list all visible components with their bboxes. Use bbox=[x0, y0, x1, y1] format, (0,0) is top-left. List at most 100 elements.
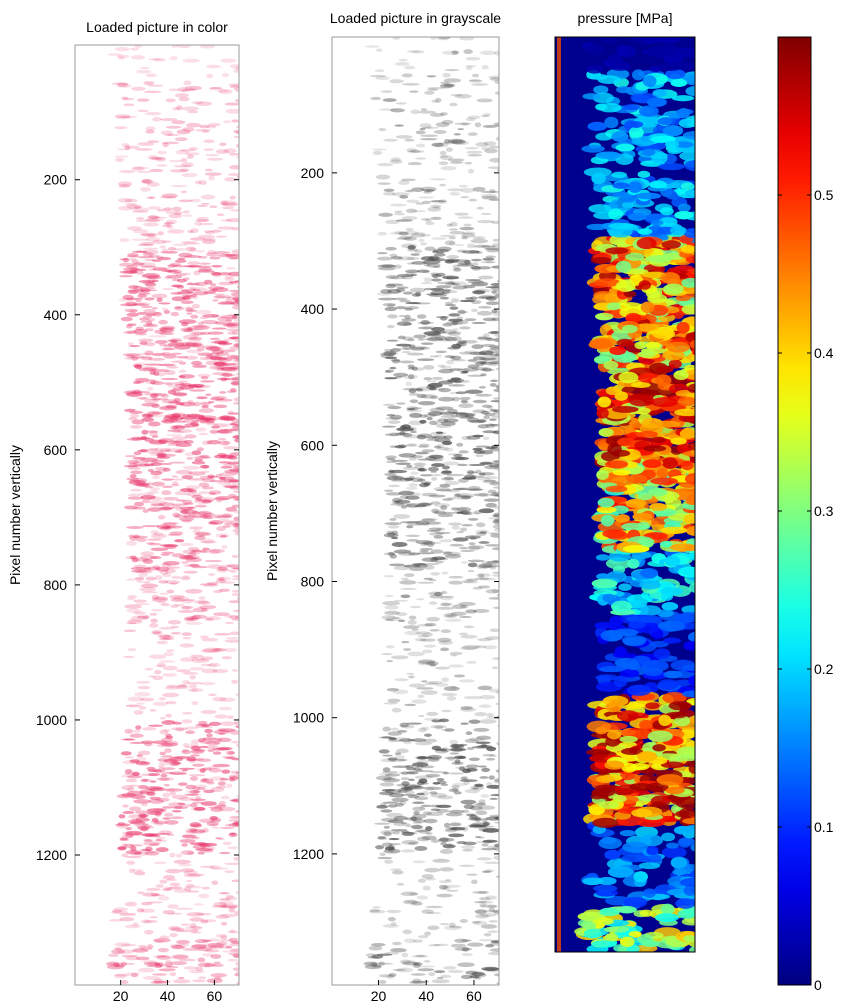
image-streak bbox=[162, 767, 176, 770]
image-streak bbox=[420, 128, 426, 130]
image-streak bbox=[449, 331, 462, 334]
image-streak bbox=[419, 550, 429, 552]
image-streak bbox=[410, 606, 422, 608]
image-streak bbox=[385, 357, 397, 360]
image-streak bbox=[461, 236, 468, 239]
image-streak bbox=[423, 811, 432, 815]
image-streak bbox=[172, 955, 189, 959]
image-streak bbox=[418, 338, 425, 341]
image-streak bbox=[211, 787, 225, 792]
image-streak bbox=[173, 478, 183, 480]
image-streak bbox=[440, 505, 447, 510]
image-streak bbox=[216, 577, 230, 581]
image-streak bbox=[168, 441, 179, 444]
image-streak bbox=[195, 948, 212, 952]
image-streak bbox=[176, 728, 184, 732]
image-streak bbox=[406, 535, 421, 537]
image-streak bbox=[397, 321, 412, 326]
image-streak bbox=[442, 276, 459, 280]
image-streak bbox=[379, 773, 392, 776]
image-streak bbox=[198, 894, 209, 899]
image-streak bbox=[135, 810, 148, 814]
image-streak bbox=[481, 967, 499, 971]
image-streak bbox=[480, 51, 496, 55]
image-streak bbox=[189, 774, 205, 776]
image-streak bbox=[222, 203, 238, 207]
image-streak bbox=[130, 489, 141, 492]
image-streak bbox=[172, 553, 185, 557]
image-streak bbox=[212, 327, 227, 329]
image-streak bbox=[468, 570, 475, 572]
image-streak bbox=[492, 589, 500, 593]
image-streak bbox=[150, 916, 158, 918]
image-streak bbox=[199, 180, 207, 185]
image-streak bbox=[458, 216, 474, 218]
image-streak bbox=[415, 158, 426, 160]
image-streak bbox=[190, 675, 196, 679]
image-streak bbox=[182, 575, 189, 578]
image-streak bbox=[202, 828, 209, 833]
image-streak bbox=[459, 352, 472, 355]
image-streak bbox=[462, 953, 473, 956]
image-streak bbox=[150, 462, 158, 465]
image-streak bbox=[218, 807, 235, 811]
image-streak bbox=[429, 601, 437, 604]
image-streak bbox=[394, 600, 408, 602]
image-streak bbox=[219, 581, 236, 583]
image-streak bbox=[386, 283, 403, 286]
image-streak bbox=[392, 542, 408, 547]
image-streak bbox=[411, 825, 422, 829]
image-streak bbox=[216, 915, 230, 919]
image-streak bbox=[388, 917, 396, 921]
image-streak bbox=[136, 757, 146, 762]
image-streak bbox=[428, 467, 439, 472]
image-streak bbox=[485, 261, 496, 263]
image-streak bbox=[121, 962, 127, 966]
image-streak bbox=[418, 879, 426, 883]
image-streak bbox=[129, 734, 143, 738]
image-streak bbox=[121, 116, 137, 118]
image-streak bbox=[164, 370, 175, 375]
image-streak bbox=[450, 612, 466, 616]
image-streak bbox=[387, 325, 395, 328]
image-streak bbox=[123, 656, 135, 658]
image-streak bbox=[450, 752, 460, 754]
image-streak bbox=[186, 457, 193, 460]
image-streak bbox=[471, 83, 488, 86]
image-streak bbox=[484, 645, 497, 649]
image-streak bbox=[135, 725, 141, 730]
image-streak bbox=[209, 549, 225, 553]
image-streak bbox=[440, 849, 453, 854]
image-streak bbox=[222, 373, 233, 377]
image-streak bbox=[439, 184, 446, 187]
image-streak bbox=[471, 259, 482, 262]
image-streak bbox=[169, 933, 177, 937]
image-streak bbox=[428, 256, 439, 261]
image-streak bbox=[423, 960, 430, 963]
image-streak bbox=[186, 558, 202, 563]
image-streak bbox=[479, 386, 486, 389]
image-streak bbox=[474, 901, 487, 903]
image-streak bbox=[191, 688, 197, 692]
image-streak bbox=[178, 977, 185, 979]
image-streak bbox=[124, 630, 136, 633]
image-streak bbox=[211, 867, 229, 869]
image-streak bbox=[215, 934, 226, 938]
image-streak bbox=[160, 774, 167, 777]
image-streak bbox=[376, 805, 388, 809]
image-streak bbox=[441, 710, 452, 713]
image-streak bbox=[445, 619, 462, 622]
image-streak bbox=[154, 670, 161, 674]
image-streak bbox=[399, 580, 417, 585]
image-streak bbox=[183, 466, 200, 470]
image-streak bbox=[182, 214, 192, 217]
image-streak bbox=[126, 324, 133, 328]
image-streak bbox=[396, 402, 405, 404]
image-streak bbox=[451, 377, 461, 380]
image-streak bbox=[171, 632, 182, 635]
image-streak bbox=[122, 811, 134, 814]
image-streak bbox=[219, 898, 231, 901]
image-streak bbox=[142, 823, 148, 825]
image-streak bbox=[485, 636, 501, 640]
image-streak bbox=[423, 189, 434, 192]
